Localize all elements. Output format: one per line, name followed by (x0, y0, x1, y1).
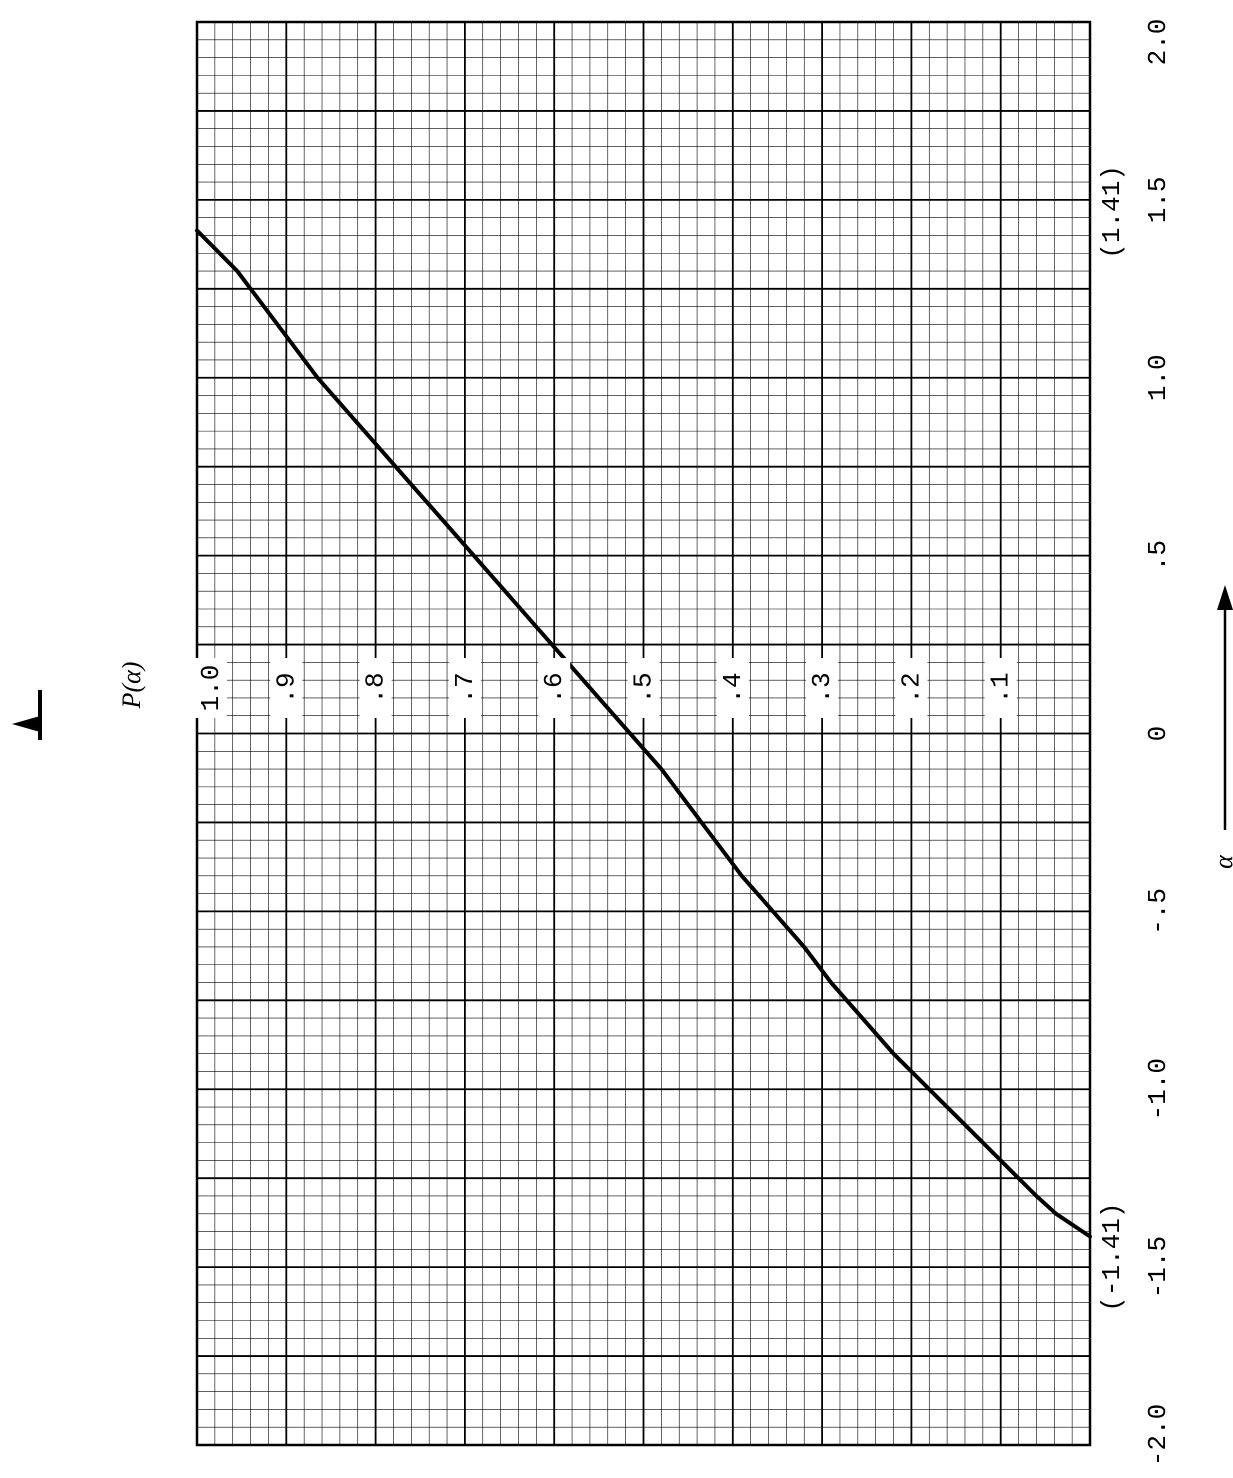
alpha-tick-label: -.5 (1143, 888, 1173, 935)
p-tick-label-bg (359, 658, 392, 718)
alpha-axis-arrow-head (1217, 585, 1233, 610)
alpha-tick-label: 2.0 (1143, 19, 1173, 66)
p-axis-label: P(α) (117, 662, 146, 710)
p-tick-label-bg (538, 658, 571, 718)
p-tick-label-bg (448, 658, 481, 718)
alpha-tick-label: 0 (1143, 726, 1173, 742)
plot-frame (195, 20, 1092, 1447)
alpha-tick-label: -1.0 (1143, 1058, 1173, 1120)
alpha-tick-labels: -2.0 -1.5 -1.0 -.5 0 .5 1.0 1.5 2.0 (1143, 19, 1173, 1467)
alpha-tick-label: 1.5 (1143, 176, 1173, 223)
alpha-axis-label-group: α (1209, 585, 1233, 869)
alpha-tick-label: -1.5 (1143, 1236, 1173, 1298)
p-tick-label: .8 (361, 672, 391, 703)
p-tick-label: 1.0 (196, 665, 226, 712)
p-axis-arrow-head (12, 716, 40, 732)
alpha-tick-label: -2.0 (1143, 1404, 1173, 1466)
curve-layer (195, 228, 1092, 1239)
annotation-label: (-1.41) (1097, 1202, 1127, 1311)
p-tick-label: .2 (896, 672, 926, 703)
p-tick-label-bg (270, 658, 303, 718)
alpha-tick-label: 1.0 (1143, 354, 1173, 401)
p-tick-label-bg (806, 658, 839, 718)
alpha-tick-label: .5 (1143, 540, 1173, 571)
p-tick-label: .7 (450, 672, 480, 703)
p-tick-label: .3 (807, 672, 837, 703)
series-line (195, 228, 1092, 1239)
p-tick-label: .5 (629, 672, 659, 703)
p-tick-label-bg (895, 658, 928, 718)
p-tick-label: .4 (718, 672, 748, 703)
p-tick-label-bg (195, 658, 227, 718)
p-tick-label-bg (627, 658, 660, 718)
p-tick-label: .1 (986, 672, 1016, 703)
p-tick-labels: 1.0 .9 .8 .7 .6 .5 .4 .3 .2 .1 (195, 658, 1017, 718)
p-axis-label-group: P(α) (12, 662, 146, 740)
p-tick-label: .6 (539, 672, 569, 703)
annotation-label: (1.41) (1097, 165, 1127, 259)
p-tick-label: .9 (271, 672, 301, 703)
p-tick-label-bg (716, 658, 749, 718)
alpha-axis-label: α (1209, 854, 1233, 869)
annotations: (1.41) (-1.41) (1097, 165, 1127, 1312)
p-tick-label-bg (984, 658, 1017, 718)
